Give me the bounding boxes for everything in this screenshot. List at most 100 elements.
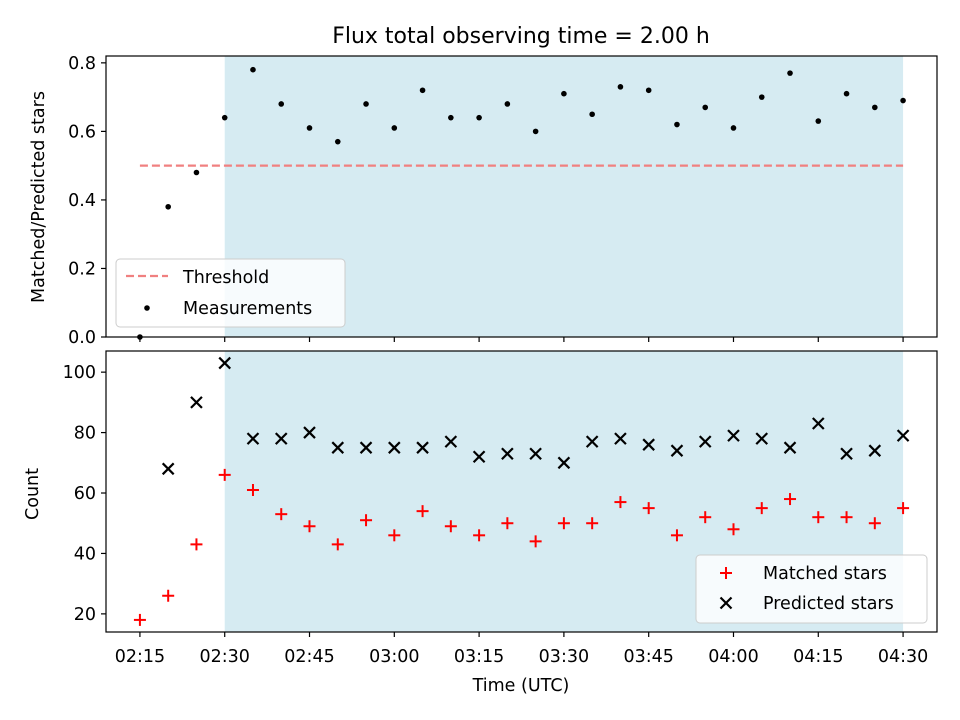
bottom-y-tick-label: 100 bbox=[63, 363, 96, 383]
legend-threshold-label: Threshold bbox=[182, 268, 269, 288]
predicted-star-point bbox=[388, 441, 401, 454]
predicted-star-point bbox=[840, 447, 853, 461]
x-tick-label: 03:45 bbox=[623, 647, 673, 667]
measurement-point bbox=[532, 128, 539, 135]
predicted-star-point-b bbox=[642, 438, 655, 451]
measurement-point bbox=[504, 101, 511, 107]
top-legend: Threshold Measurements bbox=[115, 258, 346, 328]
predicted-star-point bbox=[896, 429, 910, 442]
bottom-plot-frame bbox=[105, 350, 938, 633]
top-y-tick-label: 0.6 bbox=[68, 122, 96, 142]
measurement-point bbox=[165, 203, 171, 210]
predicted-star-point bbox=[614, 432, 627, 445]
measurement-point bbox=[221, 114, 228, 121]
measurement-point bbox=[334, 138, 341, 145]
predicted-star-point-b bbox=[896, 429, 910, 442]
bottom-legend: Matched stars Predicted stars bbox=[695, 554, 928, 624]
predicted-star-point bbox=[727, 429, 740, 442]
predicted-star-point bbox=[755, 432, 769, 445]
x-tick-label: 03:30 bbox=[539, 647, 589, 667]
matched-star-point bbox=[275, 508, 288, 521]
matched-star-point bbox=[162, 589, 175, 602]
predicted-star-point-b bbox=[614, 432, 627, 445]
measurement-point bbox=[589, 111, 595, 118]
predicted-star-point bbox=[501, 447, 514, 461]
matched-star-point bbox=[840, 511, 853, 524]
predicted-star-point bbox=[161, 462, 175, 476]
measurement-point bbox=[900, 97, 906, 104]
top-y-tick-label: 0.0 bbox=[68, 328, 96, 348]
measurement-point bbox=[250, 66, 256, 73]
predicted-star-point bbox=[812, 417, 825, 430]
matched-star-point bbox=[246, 483, 259, 496]
measurement-point bbox=[730, 125, 737, 131]
predicted-star-point bbox=[246, 432, 260, 445]
measurement-point bbox=[448, 114, 454, 121]
predicted-star-point bbox=[303, 426, 316, 439]
predicted-star-point-b bbox=[783, 441, 797, 454]
predicted-star-point bbox=[868, 444, 882, 457]
predicted-star-point-b bbox=[557, 456, 571, 470]
predicted-star-point-b bbox=[246, 432, 260, 445]
matched-star-point bbox=[784, 493, 797, 506]
measurement-point bbox=[561, 90, 567, 97]
matched-star-point bbox=[586, 517, 599, 530]
matched-star-point bbox=[303, 520, 316, 533]
x-axis-label: Time (UTC) bbox=[472, 676, 570, 696]
matched-star-point bbox=[727, 523, 740, 536]
matched-star-point bbox=[133, 613, 146, 626]
predicted-star-point bbox=[359, 441, 373, 454]
predicted-star-point-b bbox=[190, 396, 203, 409]
measurement-point bbox=[843, 90, 850, 97]
predicted-star-point bbox=[472, 450, 486, 464]
top-y-tick-label: 0.4 bbox=[68, 191, 96, 211]
bottom-panel: 20 40 60 80 100 02:15 02:30 02:45 03:00 03:15 03:… bbox=[23, 350, 938, 696]
legend-predicted-marker bbox=[719, 596, 733, 610]
top-y-tick-label: 0.2 bbox=[68, 259, 96, 279]
matched-star-point bbox=[614, 496, 627, 509]
predicted-star-point bbox=[698, 435, 712, 448]
matched-star-point bbox=[190, 538, 203, 551]
x-tick-label: 03:00 bbox=[369, 647, 419, 667]
predicted-star-point-b bbox=[472, 450, 486, 464]
x-tick-label: 04:30 bbox=[878, 647, 928, 667]
measurement-point bbox=[419, 87, 426, 94]
matched-star-point bbox=[868, 517, 881, 530]
predicted-star-point-b bbox=[670, 444, 684, 457]
matched-star-point bbox=[473, 529, 486, 542]
predicted-star-point-b bbox=[388, 441, 401, 454]
matched-star-point bbox=[812, 511, 825, 524]
legend-predicted-cross-b bbox=[719, 596, 733, 610]
predicted-star-point bbox=[190, 396, 203, 409]
x-tick-label: 02:30 bbox=[199, 647, 249, 667]
measurement-point bbox=[476, 114, 482, 121]
predicted-star-point-b bbox=[727, 429, 740, 442]
measurement-point bbox=[645, 87, 652, 94]
matched-star-point bbox=[388, 529, 401, 542]
measurement-point bbox=[617, 84, 624, 90]
matched-star-point bbox=[360, 514, 373, 527]
matched-star-point bbox=[642, 502, 655, 515]
x-tick-label: 04:00 bbox=[708, 647, 758, 667]
matched-star-point bbox=[529, 535, 542, 548]
bottom-legend-box bbox=[695, 554, 928, 624]
x-tick-label: 03:15 bbox=[454, 647, 504, 667]
matched-star-point bbox=[699, 511, 712, 524]
figure-title: Flux total observing time = 2.00 h bbox=[332, 24, 710, 49]
predicted-star-point-b bbox=[303, 426, 316, 439]
predicted-star-point bbox=[331, 441, 345, 454]
bottom-y-tick-label: 40 bbox=[74, 544, 96, 564]
predicted-star-point-b bbox=[840, 447, 853, 461]
measurement-point bbox=[193, 169, 200, 176]
x-tick-label: 02:45 bbox=[284, 647, 334, 667]
matched-star-point bbox=[755, 502, 768, 515]
measurement-point bbox=[278, 101, 285, 107]
predicted-star-point bbox=[274, 432, 288, 445]
legend-measurements-label: Measurements bbox=[183, 299, 312, 319]
predicted-star-point bbox=[670, 444, 684, 457]
matched-star-point bbox=[416, 505, 429, 518]
matched-star-point bbox=[444, 520, 457, 533]
matched-star-point bbox=[218, 468, 231, 481]
predicted-star-point bbox=[416, 441, 429, 454]
